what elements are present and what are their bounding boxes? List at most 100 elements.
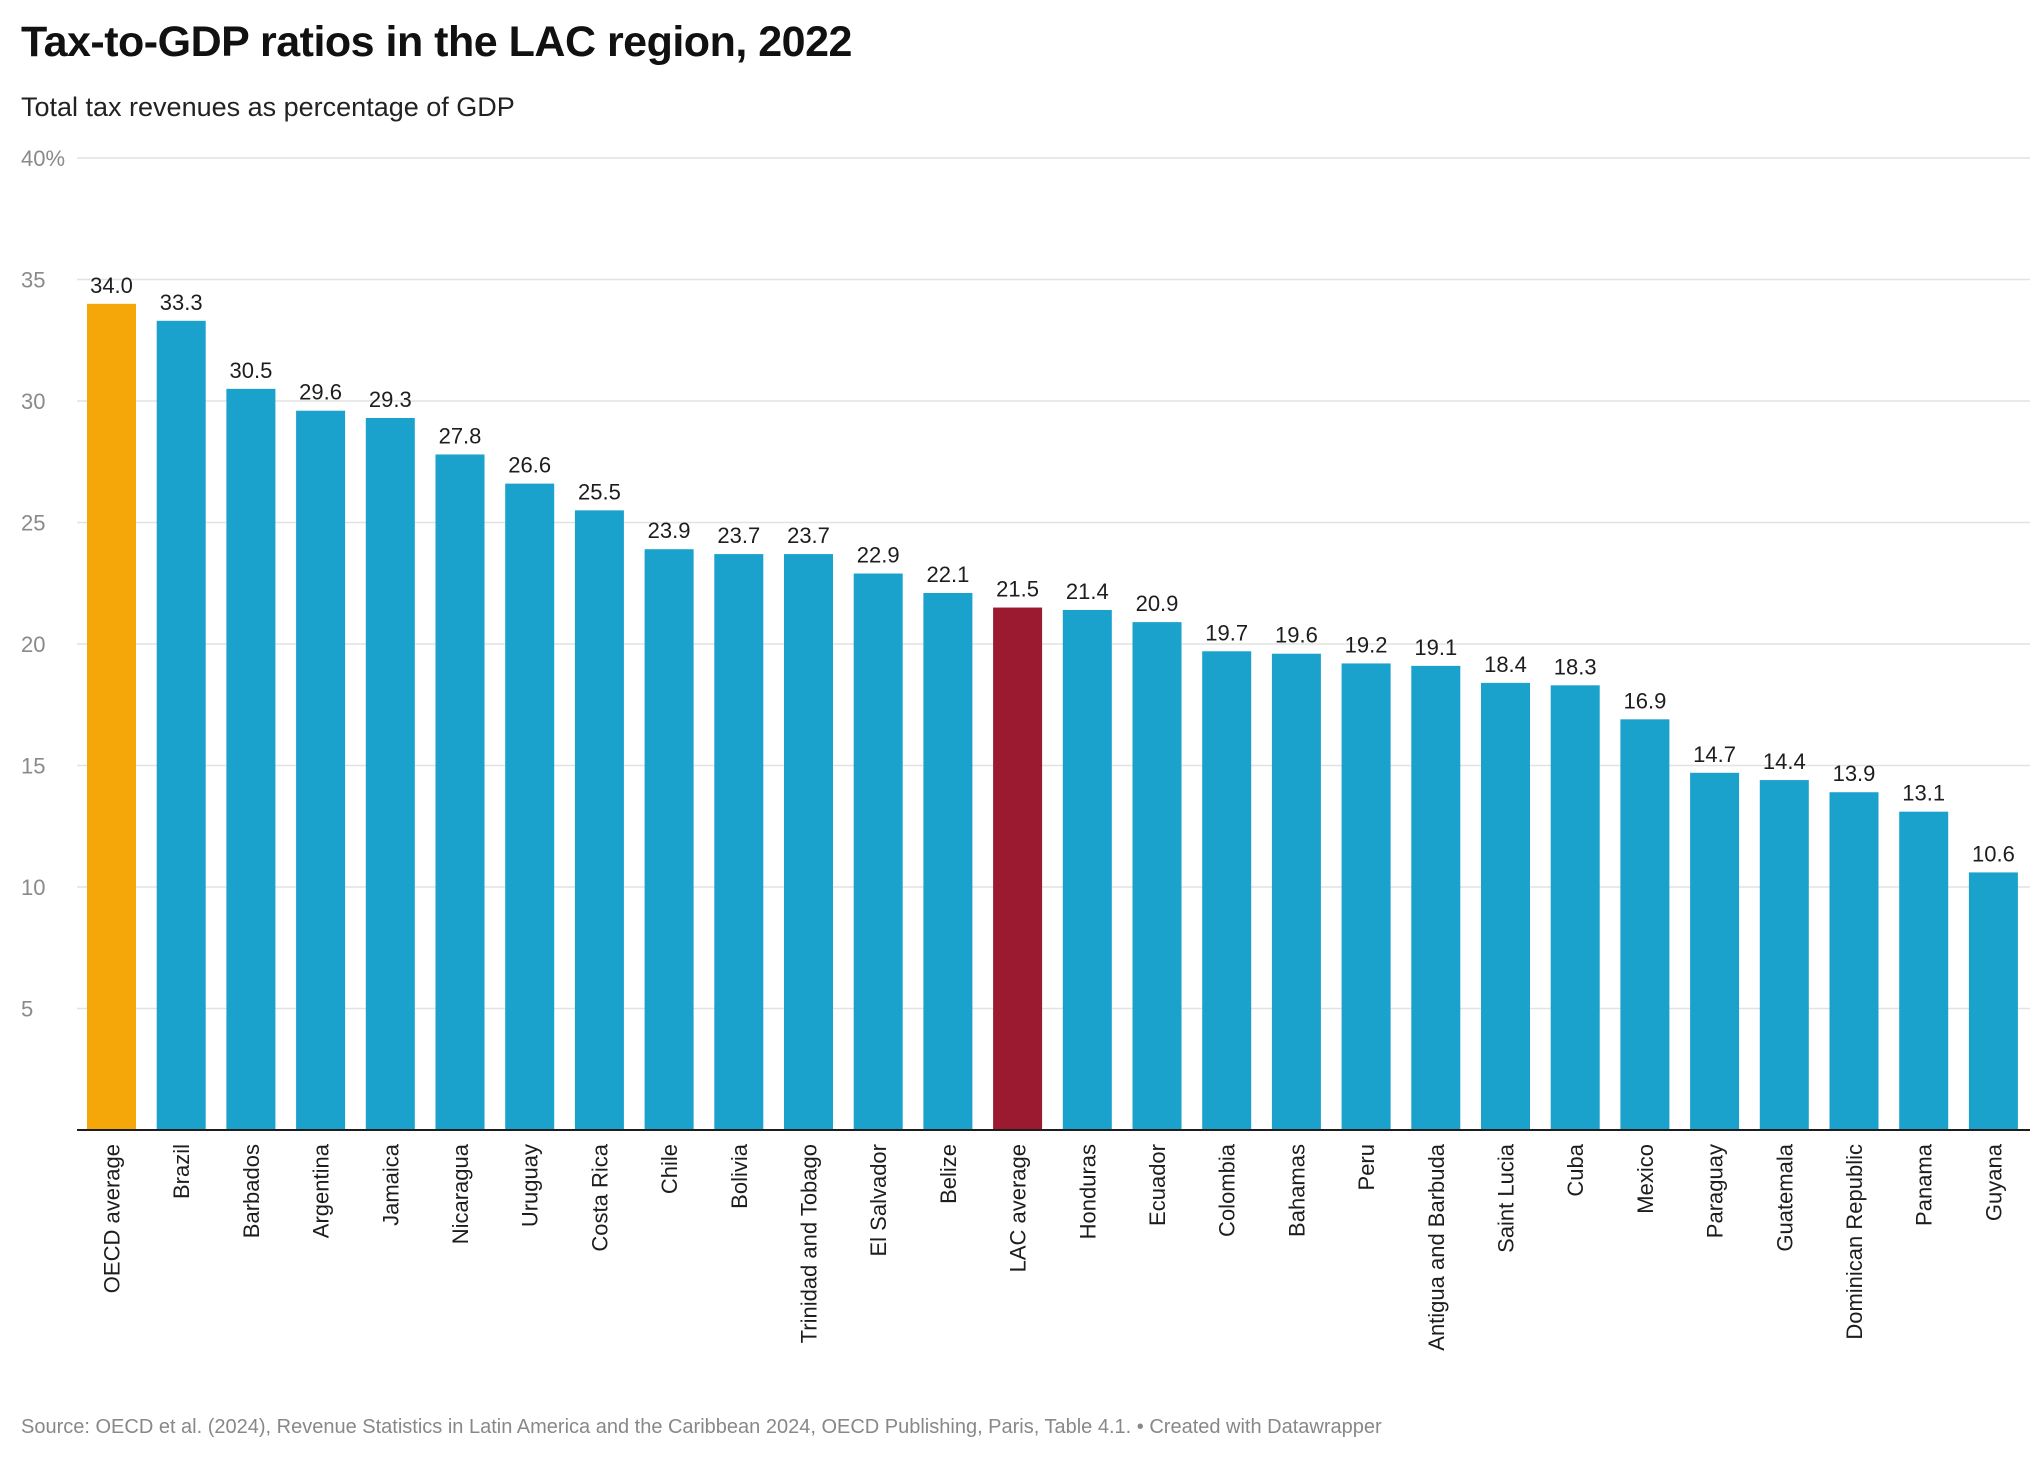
x-category-label: Mexico (1633, 1144, 1658, 1214)
bar (1411, 665, 1461, 1130)
bar (1899, 811, 1949, 1130)
x-category-label: Brazil (169, 1144, 194, 1199)
x-category-label: Trinidad and Tobago (797, 1144, 822, 1343)
bar-value-label: 14.7 (1693, 742, 1736, 767)
bar (296, 410, 346, 1131)
y-tick-label: 30 (21, 389, 45, 414)
bar-value-label: 29.6 (299, 380, 342, 405)
bar (1968, 872, 2018, 1130)
x-category-label: LAC average (1006, 1144, 1031, 1272)
bar (1620, 719, 1670, 1130)
bar (1481, 682, 1530, 1130)
chart-title: Tax-to-GDP ratios in the LAC region, 202… (21, 18, 852, 66)
bar-value-label: 19.2 (1345, 632, 1388, 657)
bar (1341, 663, 1391, 1130)
x-category-label: Colombia (1215, 1143, 1240, 1237)
bar-value-label: 18.3 (1554, 654, 1597, 679)
bar-value-label: 19.1 (1414, 635, 1457, 660)
bar (1550, 685, 1600, 1130)
bar-value-label: 20.9 (1136, 591, 1179, 616)
x-category-label: Argentina (309, 1143, 334, 1238)
bar (87, 303, 136, 1130)
x-category-label: Cuba (1563, 1143, 1588, 1196)
y-axis-ticks: 5 10 15 20 25 30 35 40% (21, 146, 65, 1022)
bar (1759, 780, 1809, 1130)
x-category-label: Bahamas (1284, 1144, 1309, 1237)
bar-value-label: 14.4 (1763, 749, 1806, 774)
bar (226, 388, 276, 1131)
y-tick-label: 20 (21, 632, 45, 657)
bar-value-label: 13.9 (1833, 761, 1876, 786)
x-category-label: Paraguay (1703, 1144, 1728, 1238)
bar-value-label: 21.5 (996, 577, 1039, 602)
bar (1829, 792, 1879, 1130)
bar (1202, 651, 1252, 1130)
bar-value-label: 30.5 (229, 358, 272, 383)
bar (993, 607, 1043, 1130)
bar-value-label: 23.9 (648, 518, 691, 543)
y-tick-label: 40% (21, 146, 65, 171)
x-category-label: Antigua and Barbuda (1424, 1143, 1449, 1350)
x-category-label: Ecuador (1145, 1144, 1170, 1226)
bar (574, 510, 624, 1131)
x-category-label: Peru (1354, 1144, 1379, 1190)
x-category-label: Chile (657, 1144, 682, 1194)
bar-value-label: 13.1 (1902, 781, 1945, 806)
x-category-label: OECD average (100, 1144, 125, 1293)
x-axis-category-labels: OECD average Brazil Barbados Argentina Jamai… (100, 1143, 2007, 1350)
bar-value-label: 22.9 (857, 543, 900, 568)
x-category-label: Nicaragua (448, 1143, 473, 1244)
bar (1271, 653, 1321, 1130)
bar-value-label: 23.7 (717, 523, 760, 548)
y-tick-label: 15 (21, 754, 45, 779)
x-category-label: Costa Rica (587, 1143, 612, 1251)
bar-value-label: 27.8 (439, 423, 482, 448)
x-category-label: Guatemala (1772, 1143, 1797, 1251)
bar-value-label: 22.1 (926, 562, 969, 587)
x-category-label: Panama (1912, 1143, 1937, 1226)
x-category-label: Dominican Republic (1842, 1144, 1867, 1340)
bar-value-label: 18.4 (1484, 652, 1527, 677)
bar (923, 592, 973, 1130)
bar (505, 483, 555, 1130)
bar-value-label: 19.7 (1205, 620, 1248, 645)
x-category-label: Guyana (1981, 1143, 2006, 1221)
value-labels: 34.0 33.3 30.5 29.6 29.3 27.8 26.6 25.5 23.9 23.7… (90, 273, 2015, 867)
bar (644, 549, 694, 1130)
y-tick-label: 25 (21, 511, 45, 536)
source-note: Source: OECD et al. (2024), Revenue Stat… (21, 1416, 1382, 1438)
chart-subtitle: Total tax revenues as percentage of GDP (21, 92, 515, 122)
bar (365, 418, 415, 1130)
x-category-label: Uruguay (518, 1144, 543, 1227)
bar-value-label: 19.6 (1275, 623, 1318, 648)
x-category-label: Honduras (1075, 1144, 1100, 1239)
bar (1690, 772, 1740, 1130)
bar-value-label: 29.3 (369, 387, 412, 412)
bar-value-label: 21.4 (1066, 579, 1109, 604)
y-tick-label: 5 (21, 997, 33, 1022)
x-category-label: El Salvador (866, 1144, 891, 1257)
bar-value-label: 23.7 (787, 523, 830, 548)
bar-value-label: 26.6 (508, 453, 551, 478)
bar (1062, 609, 1112, 1130)
bar-value-label: 34.0 (90, 273, 133, 298)
bar-value-label: 25.5 (578, 479, 621, 504)
x-category-label: Jamaica (378, 1143, 403, 1226)
y-tick-label: 35 (21, 268, 45, 293)
bar-value-label: 10.6 (1972, 841, 2015, 866)
bar-value-label: 33.3 (160, 290, 203, 315)
x-category-label: Bolivia (727, 1143, 752, 1209)
x-category-label: Barbados (239, 1144, 264, 1238)
bar-value-label: 16.9 (1623, 688, 1666, 713)
y-tick-label: 10 (21, 875, 45, 900)
x-category-label: Belize (936, 1144, 961, 1204)
bar (156, 320, 206, 1130)
bars (87, 303, 2018, 1131)
bar (435, 454, 485, 1131)
bar (714, 554, 764, 1130)
x-category-label: Saint Lucia (1494, 1143, 1519, 1253)
bar (1132, 622, 1182, 1130)
bar (784, 554, 833, 1130)
